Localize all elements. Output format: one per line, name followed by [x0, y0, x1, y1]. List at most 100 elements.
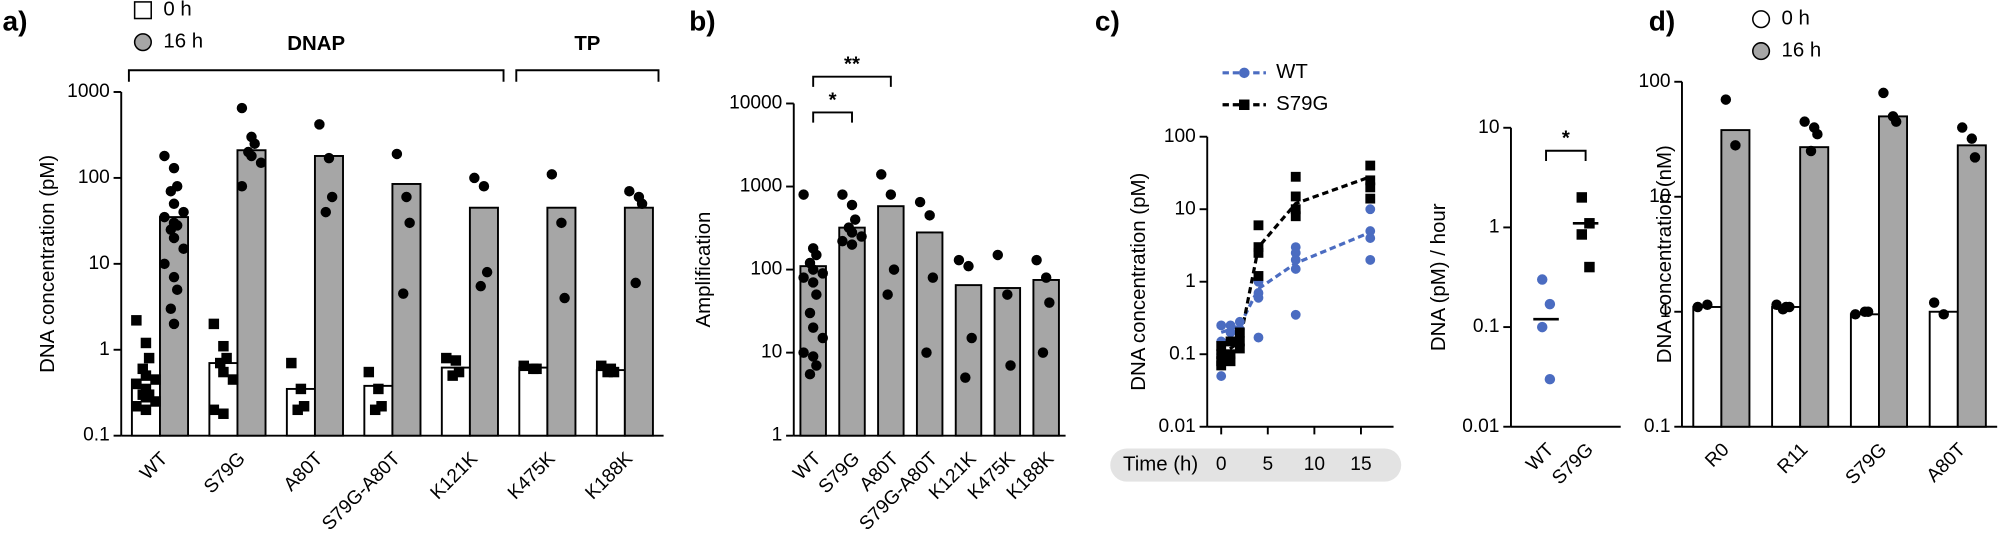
x-tick-label: R11	[1774, 439, 1813, 478]
point	[236, 102, 248, 114]
chart-panel: 0.1 1 10 100 DNA concentration (nM) d) R0 R11 S7…	[1639, 5, 1998, 489]
point	[960, 372, 971, 383]
bar	[915, 231, 944, 437]
bar	[954, 284, 983, 437]
point	[817, 268, 828, 279]
y-tick-label: 10	[1649, 186, 1670, 207]
y-tick-label: 1000	[67, 81, 110, 102]
bar	[1878, 115, 1909, 428]
point	[150, 374, 161, 385]
point	[295, 383, 307, 395]
x-tick-label: 15	[1350, 454, 1371, 475]
point	[1365, 160, 1376, 171]
point	[1290, 211, 1301, 222]
point	[441, 352, 452, 364]
legend-label: 0 h	[163, 0, 191, 21]
point	[624, 185, 635, 197]
point	[323, 152, 335, 164]
y-tick-label: 0.1	[1644, 416, 1671, 437]
point	[478, 181, 490, 192]
point	[1005, 360, 1016, 371]
point	[882, 289, 893, 300]
point	[1290, 254, 1301, 265]
point	[236, 181, 248, 192]
point	[292, 404, 303, 416]
point	[140, 404, 152, 416]
point	[131, 378, 142, 390]
y-axis-label: DNA (pM) / hour	[1428, 203, 1450, 351]
significance-bracket	[1545, 149, 1587, 161]
point	[849, 214, 861, 225]
point	[1702, 299, 1713, 311]
x-tick-label: K121K	[427, 448, 483, 504]
point	[546, 169, 558, 180]
point	[804, 307, 816, 319]
significance-label: **	[844, 54, 860, 76]
bar	[1720, 129, 1751, 428]
point	[1878, 87, 1889, 99]
bar	[468, 206, 499, 437]
point	[1234, 343, 1245, 354]
point	[131, 315, 142, 326]
point	[481, 266, 493, 278]
point	[1957, 122, 1968, 133]
point	[475, 280, 486, 292]
point	[447, 370, 458, 381]
point	[1234, 327, 1245, 338]
point	[159, 258, 170, 270]
point	[1805, 145, 1817, 157]
bar	[1928, 310, 1959, 428]
point	[168, 318, 180, 330]
y-tick-label: 0.01	[1159, 416, 1196, 437]
bar	[518, 366, 549, 437]
point	[798, 272, 809, 283]
point	[373, 383, 384, 395]
significance-label: *	[1562, 128, 1570, 150]
point	[1365, 233, 1376, 243]
y-axis-label: DNA concentration (nM)	[1654, 145, 1676, 363]
point	[953, 254, 965, 266]
point	[1544, 298, 1556, 310]
legend-label: S79G	[1276, 93, 1328, 115]
point	[369, 404, 381, 416]
point	[150, 396, 161, 407]
x-tick-label: A80T	[1923, 439, 1970, 486]
point	[1777, 304, 1789, 315]
point	[178, 206, 189, 218]
bar	[313, 155, 344, 437]
y-axis-label: DNA concentration (pM)	[37, 155, 59, 373]
legend-swatch	[1752, 10, 1771, 29]
y-axis-label: Amplification	[693, 212, 715, 328]
y-tick-label: 10	[88, 253, 109, 274]
point	[1969, 152, 1981, 163]
group-label: TP	[574, 33, 600, 55]
point	[1290, 191, 1301, 202]
bar	[285, 387, 316, 437]
x-tick-label: WT	[136, 448, 172, 484]
point	[1576, 229, 1588, 240]
x-label-pill	[1110, 448, 1402, 482]
point	[1216, 320, 1227, 331]
significance-bracket	[812, 111, 853, 123]
point	[1365, 182, 1376, 193]
legend-label: 16 h	[1782, 39, 1822, 61]
y-tick-label: 1000	[740, 176, 783, 197]
point	[888, 264, 900, 275]
point	[391, 148, 403, 160]
bar	[1692, 306, 1723, 428]
point	[255, 157, 267, 169]
y-tick-label: 1	[1660, 301, 1671, 322]
point	[811, 289, 822, 300]
bar	[236, 149, 267, 437]
point	[1365, 254, 1376, 265]
point	[1584, 218, 1595, 229]
x-tick-label: S79G	[1548, 439, 1597, 488]
point	[326, 191, 338, 203]
point	[1692, 301, 1703, 313]
point	[1040, 272, 1052, 283]
point	[914, 196, 926, 208]
point	[837, 235, 848, 247]
point	[1536, 274, 1548, 285]
x-tick-label: R0	[1701, 439, 1733, 471]
